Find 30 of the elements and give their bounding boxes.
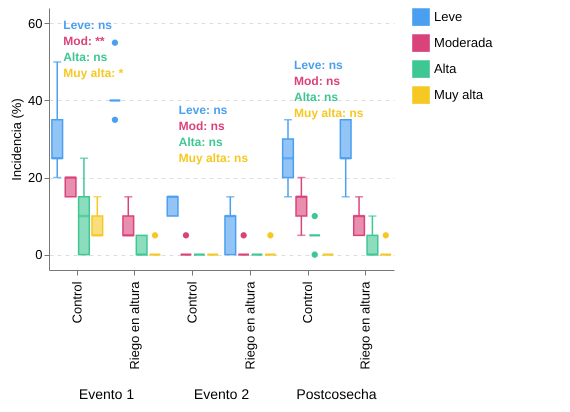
y-tick-label: 0 [35,247,42,262]
x-tick-label: Control [184,281,200,324]
annotation: Mod: ns [178,119,225,133]
annotation: Alta: ns [178,135,223,149]
annotation: Mod: ns [294,74,340,88]
annotation: Alta: ns [63,50,108,64]
x-tick-label: Riego en altura [242,280,258,370]
annotation: Muy alta: ns [178,151,248,165]
annotation: Leve: ns [294,58,344,72]
x-tick-label: Riego en altura [358,280,373,370]
annotation: Leve: ns [178,103,228,117]
annotation: Mod: ** [63,34,105,48]
x-tick-label: Control [69,281,84,324]
x-tick-label: Riego en altura [126,280,142,370]
legend-label: Leve [434,9,462,24]
legend-label: Moderada [434,35,494,50]
y-tick-label: 20 [28,170,42,186]
legend-label: Alta [434,61,458,76]
annotation: Muy alta: ns [294,106,364,120]
annotation: Muy alta: * [63,66,124,80]
text: Evento 2 [194,386,250,402]
y-tick-label: 60 [28,16,42,31]
text: Postcosecha [296,386,377,402]
y-axis-title: Incidencia (%) [9,98,24,181]
text: Evento 1 [78,386,134,402]
x-tick-label: Control [300,281,316,324]
legend-label: Muy alta [434,87,484,102]
y-tick-label: 40 [28,92,42,108]
annotation: Leve: ns [63,18,112,32]
annotation: Alta: ns [294,90,338,104]
